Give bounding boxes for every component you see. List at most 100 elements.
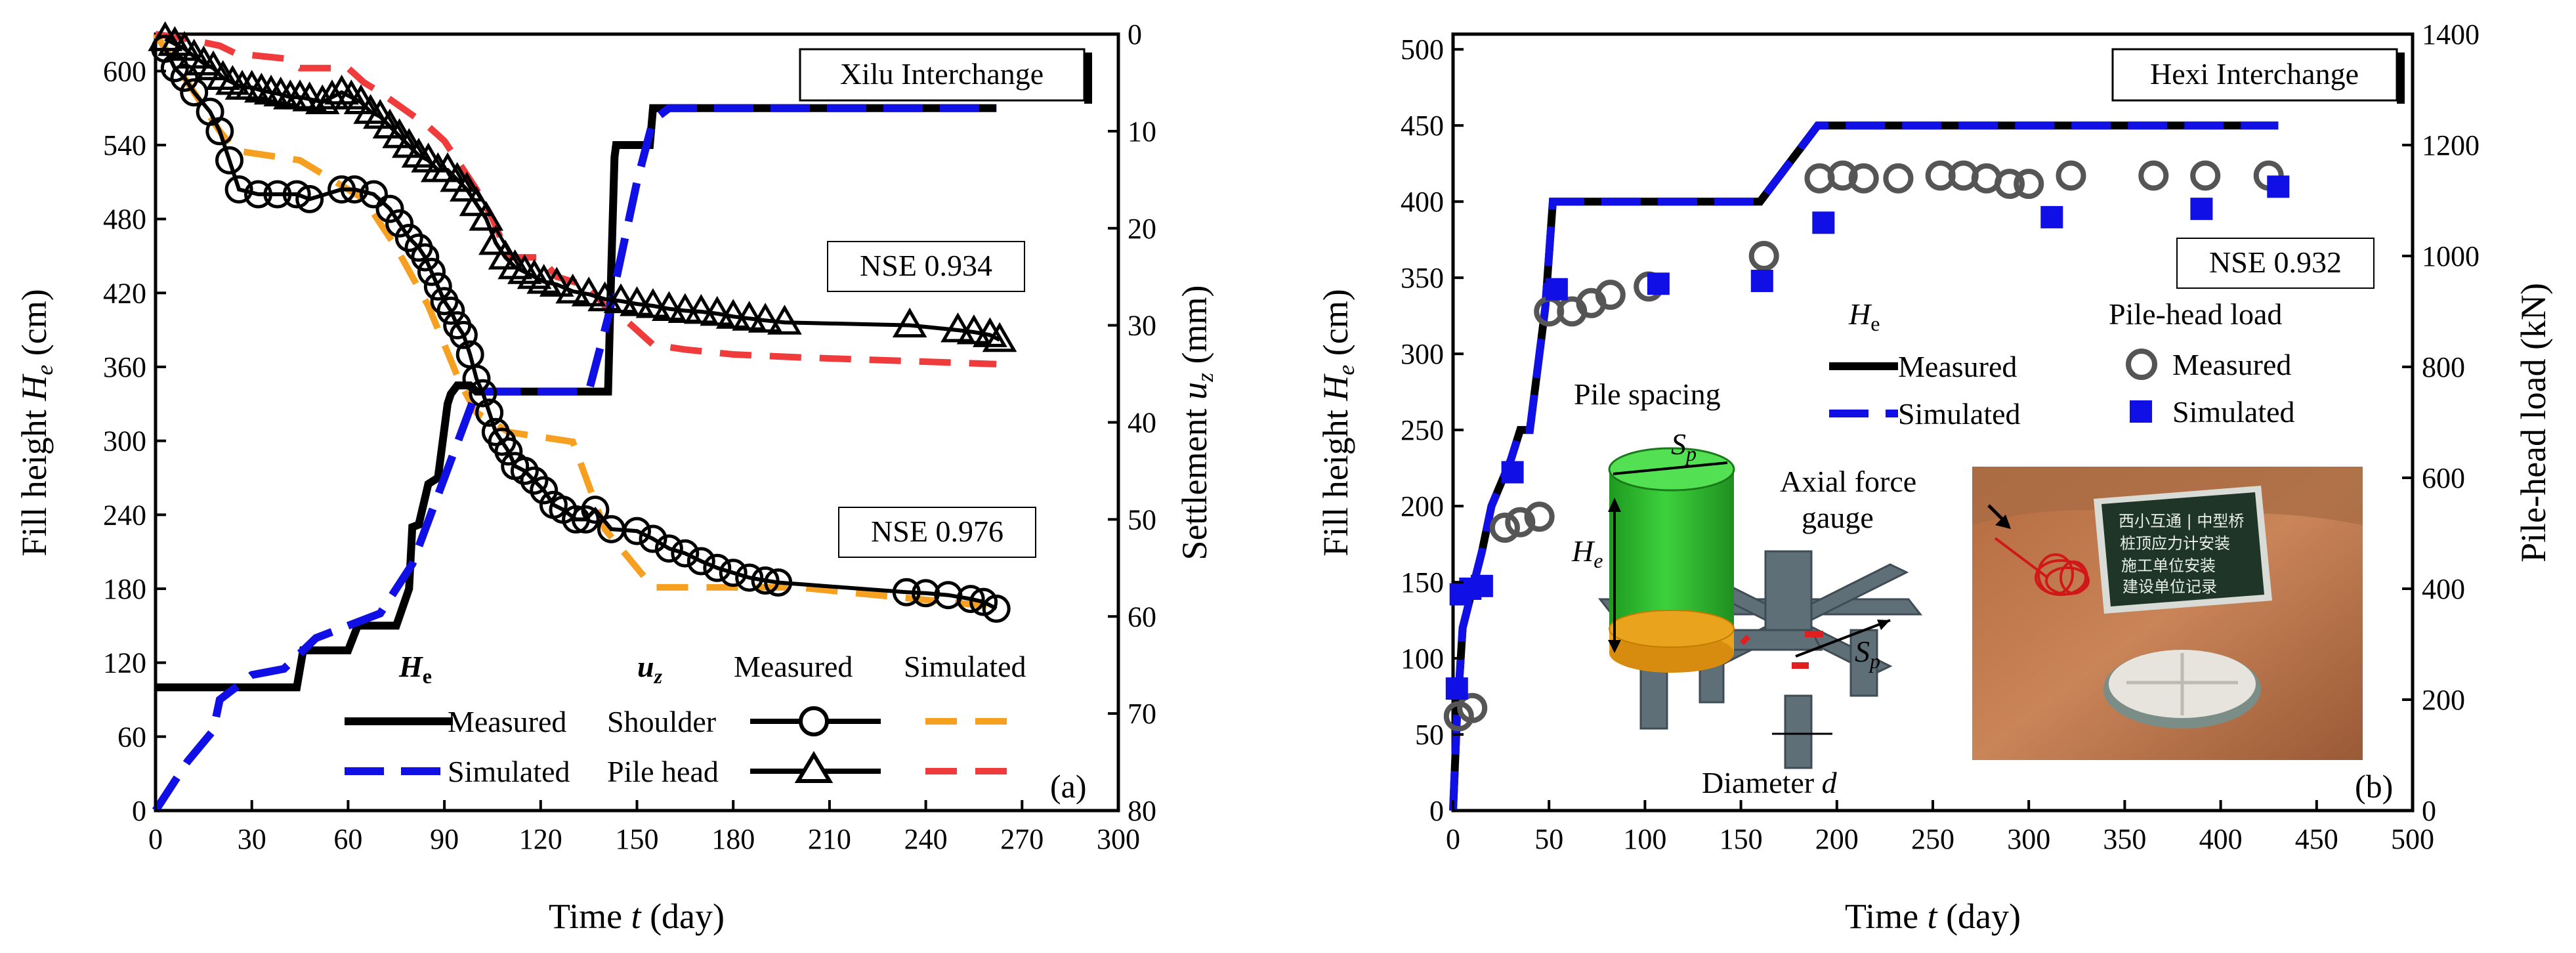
panel-a-series-pile-head-measured-point-36 xyxy=(497,249,533,280)
legend-a-row-measured: Measured xyxy=(448,705,566,738)
panel-a-series-pile-head-measured-point-55 xyxy=(892,307,927,338)
photo-arrow-head xyxy=(1995,515,2011,529)
panel-a-series-pile-head-measured-point-50 xyxy=(700,295,735,326)
panel-b-y-left-tick-label-6: 300 xyxy=(1401,338,1444,370)
panel-a-series-shoulder-measured-point-10 xyxy=(282,180,311,209)
legend-b-load-header: Pile-head load xyxy=(2109,297,2282,331)
panel-a-y-left-tick-label-1: 60 xyxy=(117,721,146,753)
panel-a-series-pile-head-measured-point-21 xyxy=(353,94,388,124)
panel-b-y-right-title: Pile-head load (kN) xyxy=(2514,283,2553,562)
panel-b-series-load-simulated-point-10 xyxy=(2190,198,2213,221)
panel-a-series-pile-head-measured-point-47 xyxy=(652,291,686,321)
panel-a-series-shoulder-measured-point-9 xyxy=(263,180,292,209)
panel-a-series-shoulder-measured-point-49 xyxy=(719,559,748,587)
legend-a-row-shoulder: Shoulder xyxy=(607,705,716,738)
panel-a-series-pile-head-measured-point-43 xyxy=(587,281,622,312)
panel-a-series-pile-head-measured-point-7 xyxy=(215,64,250,95)
legend-a-row-simulated: Simulated xyxy=(448,755,570,788)
panel-a-series-pile-head-measured-point-33 xyxy=(469,200,504,231)
he-arrow-top xyxy=(1608,498,1621,512)
inset-pile-spacing-label: Pile spacing xyxy=(1574,377,1721,411)
inset-site-photo: 西小互通 | 中型桥 桩顶应力计安装 施工单位安装 建设单位记录 xyxy=(1972,467,2363,760)
panel-a-series-pile-head-measured-point-51 xyxy=(715,299,751,329)
panel-b-series-load-measured-point-8 xyxy=(1595,280,1626,310)
panel-b-x-tick-label-4: 200 xyxy=(1815,823,1859,855)
panel-a-series-shoulder-measured-point-35 xyxy=(520,466,549,495)
panel-a: 0 30 60 90 120 150 180 210 240 270 300060120180240… xyxy=(14,18,1218,936)
panel-b-y-right-tick-label-1: 200 xyxy=(2422,684,2465,716)
panel-b-series-he-simulated-line xyxy=(1449,121,2279,811)
panel-b-series-load-measured-point-20 xyxy=(2056,160,2086,191)
panel-b-series-load-measured-point-19 xyxy=(2014,169,2044,200)
panel-b-x-tick-label-0: 0 xyxy=(1446,823,1460,855)
panel-a-series-shoulder-measured-point-32 xyxy=(494,437,523,466)
legend-a-uz-header: uz xyxy=(637,650,663,688)
panel-b-series-load-measured-point-18 xyxy=(1995,169,2025,200)
panel-b-y-left-tick-label-8: 400 xyxy=(1401,186,1444,218)
panel-a-y-left-tick-label-2: 120 xyxy=(103,647,146,679)
panel-b-series-load-measured-point-22 xyxy=(2190,160,2221,191)
panel-a-x-tick-label-4: 120 xyxy=(519,823,562,855)
panel-a-series-pile-head-measured-point-10 xyxy=(244,72,279,103)
panel-a-series-shoulder-measured-point-34 xyxy=(510,456,539,485)
panel-a-series-pile-head-measured-point-32 xyxy=(459,186,494,217)
panel-b-series-layer xyxy=(1443,121,2290,811)
panel-a-x-tick-label-6: 180 xyxy=(711,823,755,855)
panel-a-series-shoulder-measured-point-5 xyxy=(205,117,234,146)
panel-b-title-box: Hexi Interchange xyxy=(2111,48,2405,104)
panel-a-series-pile-head-measured-point-52 xyxy=(732,301,767,331)
panel-b-series-load-measured-point-14 xyxy=(1883,163,1914,194)
panel-b-y-left-tick-label-2: 100 xyxy=(1401,643,1444,675)
panel-a-series-shoulder-measured-point-55 xyxy=(934,581,963,610)
panel-a-series-pile-head-measured-point-53 xyxy=(748,303,783,333)
inset-he-label: He xyxy=(1571,534,1603,572)
panel-a-series-pile-head-measured-point-11 xyxy=(253,74,289,105)
panel-a-axis-ticks: 0 30 60 90 120 150 180 210 240 270 300060120180240… xyxy=(103,18,1156,855)
legend-a-pilehead-measured-marker xyxy=(794,751,834,783)
panel-b-nse-box: NSE 0.932 xyxy=(2176,238,2375,289)
panel-b-y-right-tick-label-0: 0 xyxy=(2422,795,2436,827)
panel-b-y-left-tick-label-10: 500 xyxy=(1401,33,1444,66)
panel-b-y-right-tick-label-3: 600 xyxy=(2422,462,2465,494)
pile-head-cross xyxy=(2126,653,2238,715)
panel-b-y-left-tick-label-0: 0 xyxy=(1429,795,1444,827)
panel-a-y-right-tick-label-7: 70 xyxy=(1128,698,1156,730)
panel-a-y-left-tick-label-4: 240 xyxy=(103,499,146,531)
panel-b-axis-ticks: 0 50 100 150 200 250 300 350 400 450 5000501001502… xyxy=(1401,18,2480,855)
panel-a-series-pile-head-measured-point-9 xyxy=(234,70,270,100)
panel-a-series-pile-head-measured-point-37 xyxy=(507,254,542,284)
pile-cylinder-body xyxy=(1609,469,1734,633)
panel-a-series-pile-head-measured-point-40 xyxy=(539,266,574,297)
panel-a-x-tick-label-7: 210 xyxy=(808,823,851,855)
inset-diameter-label: Diameter d xyxy=(1702,766,1838,799)
photo-red-cable xyxy=(1994,537,2090,596)
panel-b-series-load-measured xyxy=(1443,160,2284,732)
panel-a-series-shoulder-measured-point-23 xyxy=(436,296,465,325)
panel-a-series-he-measured xyxy=(156,104,997,692)
panel-a-y-left-tick-label-6: 360 xyxy=(103,351,146,383)
panel-a-series-pile-head-measured-point-59 xyxy=(982,322,1017,352)
panel-b-x-tick-label-7: 350 xyxy=(2103,823,2146,855)
panel-a-x-tick-label-3: 90 xyxy=(430,823,459,855)
panel-a-y-left-tick-label-9: 540 xyxy=(103,129,146,161)
panel-b-y-right-tick-label-5: 1000 xyxy=(2422,240,2480,272)
panel-a-series-shoulder-simulated-line xyxy=(152,32,997,610)
panel-a-series-pile-head-measured-point-46 xyxy=(635,288,671,318)
panel-a-y-right-tick-label-6: 60 xyxy=(1128,601,1156,633)
panel-b-series-load-measured-point-3 xyxy=(1505,507,1536,538)
panel-a-series-shoulder-measured-point-46 xyxy=(671,539,700,568)
panel-a-series-shoulder-measured-point-27 xyxy=(462,364,491,393)
axial-gauge-mark-3 xyxy=(1740,635,1750,645)
panel-a-x-tick-label-8: 240 xyxy=(904,823,948,855)
legend-a-he-header: He xyxy=(398,650,432,688)
pile-stub-2 xyxy=(1784,694,1813,769)
panel-a-series-shoulder-measured-point-29 xyxy=(475,398,504,427)
panel-b: Pile spacing Sp He Axial force gauge Sp … xyxy=(1316,18,2553,936)
panel-a-nse-2: NSE 0.976 xyxy=(871,515,1003,548)
panel-a-series-shoulder-measured-point-14 xyxy=(360,180,388,209)
panel-a-series-pile-head-measured-point-14 xyxy=(282,79,318,110)
panel-b-series-load-measured-point-4 xyxy=(1524,501,1555,532)
legend-b-load-simulated-marker xyxy=(2130,400,2152,423)
panel-a-x-tick-label-0: 0 xyxy=(148,823,163,855)
panel-b-series-load-simulated-point-4 xyxy=(1501,461,1524,484)
